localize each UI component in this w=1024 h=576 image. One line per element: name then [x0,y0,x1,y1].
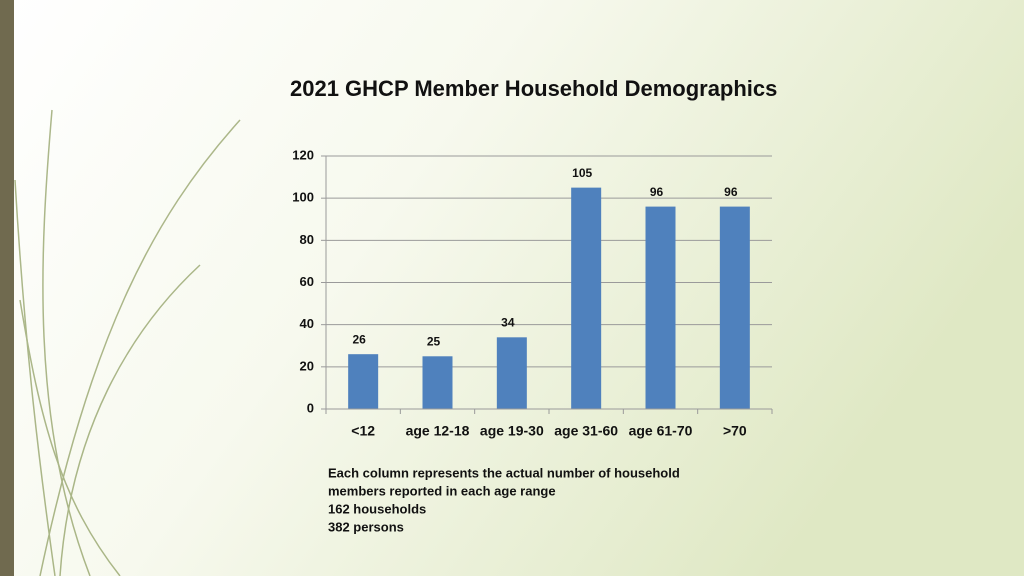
data-label: 105 [572,166,592,180]
bar [645,206,676,409]
bar [348,354,379,409]
bar [571,187,602,409]
data-label: 26 [352,332,366,346]
chart-title: 2021 GHCP Member Household Demographics [290,76,777,101]
bar [422,356,453,409]
data-label: 96 [724,185,738,199]
note-line: members reported in each age range [328,483,556,498]
note-line: 382 persons [328,519,404,534]
x-tick-label: age 19-30 [480,423,544,439]
note-line: Each column represents the actual number… [328,465,680,480]
x-tick-label: >70 [723,423,747,439]
bar [719,206,750,409]
x-tick-label: age 31-60 [554,423,618,439]
x-tick-label: <12 [351,423,375,439]
x-tick-label: age 61-70 [629,423,693,439]
y-tick-label: 120 [292,147,314,162]
y-tick-label: 0 [307,400,314,415]
data-label: 25 [427,334,441,348]
y-tick-label: 20 [300,358,314,373]
y-tick-label: 100 [292,190,314,205]
grass-decoration [14,109,241,576]
y-tick-label: 60 [300,274,314,289]
y-tick-label: 40 [300,316,314,331]
bar [496,337,527,409]
data-label: 96 [650,185,664,199]
chart: 0 20 40 60 80 100 120 <12 26 age 12-18 25 age 19-30… [292,147,773,534]
y-tick-label: 80 [300,232,314,247]
side-strip [0,0,14,576]
data-label: 34 [501,315,515,329]
note-line: 162 households [328,501,426,516]
x-tick-label: age 12-18 [406,423,470,439]
